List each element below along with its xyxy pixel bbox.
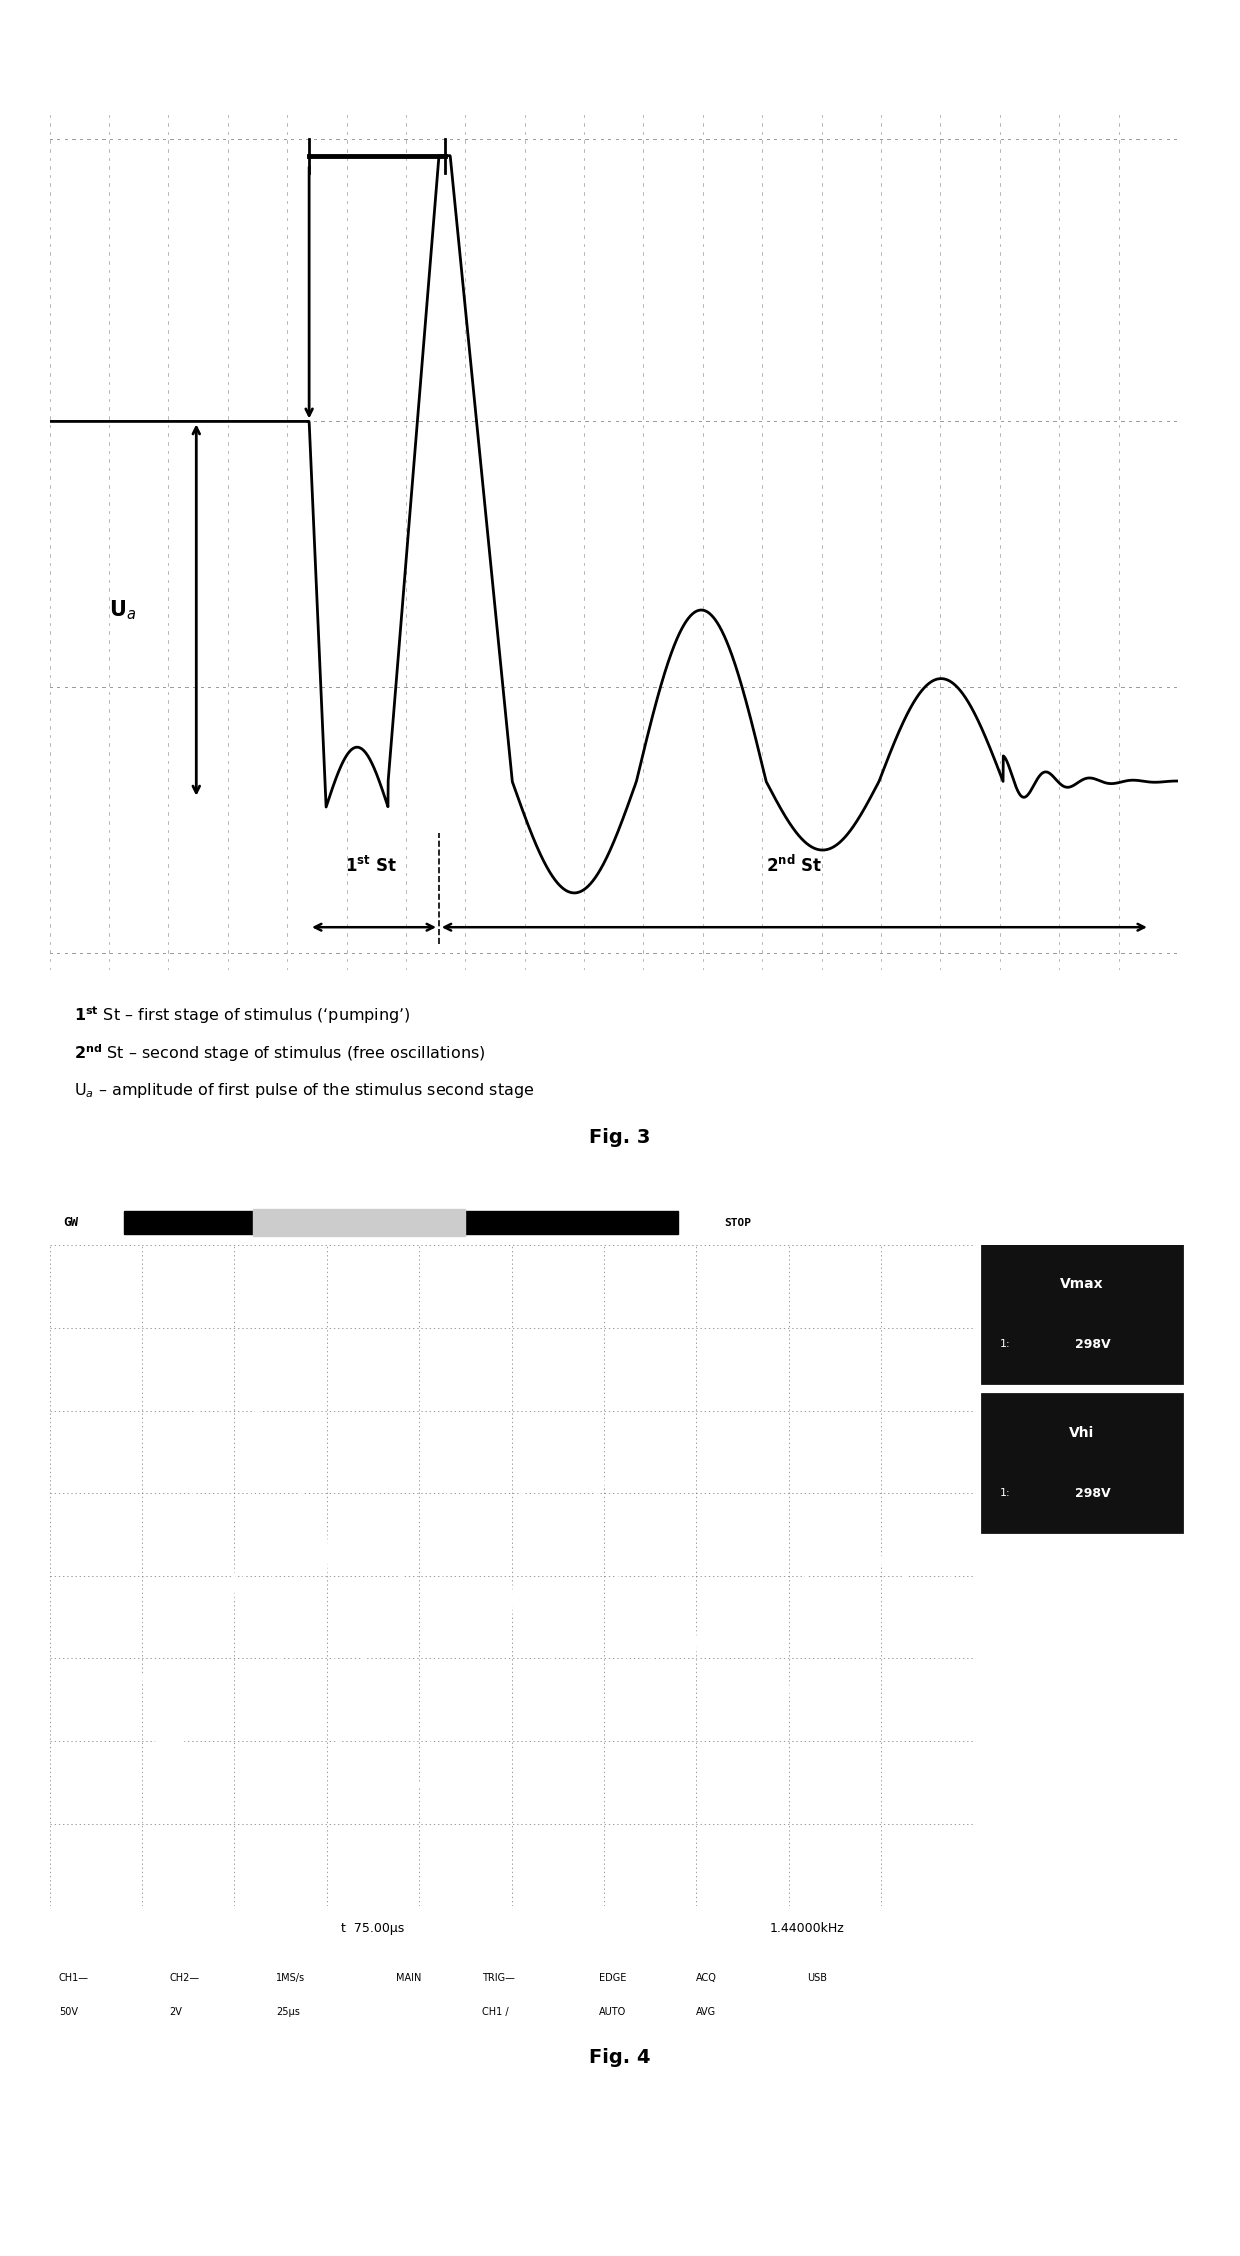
Text: $\mathbf{2^{nd}}$ St – second stage of stimulus (free oscillations): $\mathbf{2^{nd}}$ St – second stage of s… [74, 1042, 486, 1065]
Text: 298V: 298V [1075, 1338, 1111, 1351]
Text: 846V: 846V [1075, 1636, 1111, 1649]
Text: 298V: 298V [1075, 1487, 1111, 1500]
Text: 1:: 1: [999, 1489, 1011, 1498]
Text: 1.44000kHz: 1.44000kHz [770, 1922, 844, 1936]
Text: 50V: 50V [58, 2008, 78, 2017]
Text: Vlo: Vlo [1069, 1575, 1095, 1588]
Text: 1:: 1: [999, 1936, 1011, 1947]
Text: ?: ? [1089, 1784, 1096, 1798]
Text: ACQ: ACQ [697, 1974, 717, 1983]
Bar [982, 1394, 1182, 1532]
Text: TRIG—: TRIG— [482, 1974, 515, 1983]
Text: Vmin: Vmin [1063, 1724, 1101, 1739]
Bar [124, 1211, 678, 1234]
Text: 1MS/s: 1MS/s [277, 1974, 305, 1983]
Text: 2V: 2V [170, 2008, 182, 2017]
Text: $\mathbf{1^{st}}$ St: $\mathbf{1^{st}}$ St [345, 855, 397, 875]
Text: EDGE: EDGE [599, 1974, 626, 1983]
Text: Frequency: Frequency [1049, 1875, 1115, 1886]
Text: STOP: STOP [724, 1218, 751, 1227]
Text: AVG: AVG [697, 2008, 717, 2017]
Text: U$_a$: U$_a$ [109, 598, 136, 623]
Text: $\mathbf{1^{st}}$ St – first stage of stimulus (‘pumping’): $\mathbf{1^{st}}$ St – first stage of st… [74, 1004, 412, 1026]
Text: Vhi: Vhi [1069, 1426, 1095, 1439]
Text: CH1 /: CH1 / [482, 2008, 508, 2017]
Text: 1:: 1: [999, 1787, 1011, 1796]
Text: Vmax: Vmax [1060, 1277, 1104, 1290]
Text: ?: ? [1089, 1933, 1096, 1947]
Text: 1:: 1: [999, 1638, 1011, 1647]
Text: CH2—: CH2— [170, 1974, 200, 1983]
Text: 1:: 1: [999, 1340, 1011, 1349]
Text: GW: GW [63, 1216, 78, 1230]
Bar [982, 1245, 1182, 1383]
Text: 25μs: 25μs [277, 2008, 300, 2017]
Bar [253, 1209, 465, 1236]
Text: AUTO: AUTO [599, 2008, 626, 2017]
Text: U$_a$ – amplitude of first pulse of the stimulus second stage: U$_a$ – amplitude of first pulse of the … [74, 1081, 534, 1099]
Text: CH1—: CH1— [58, 1974, 89, 1983]
Text: MAIN: MAIN [396, 1974, 422, 1983]
Text: USB: USB [807, 1974, 827, 1983]
Text: Fig. 4: Fig. 4 [589, 2048, 651, 2066]
Text: 1►: 1► [58, 1690, 74, 1699]
Text: $\mathbf{2^{nd}}$ St: $\mathbf{2^{nd}}$ St [766, 855, 822, 875]
Text: t  75.00μs: t 75.00μs [341, 1922, 404, 1936]
Text: MEASURE: MEASURE [1058, 1218, 1106, 1227]
Text: Fig. 3: Fig. 3 [589, 1128, 651, 1146]
